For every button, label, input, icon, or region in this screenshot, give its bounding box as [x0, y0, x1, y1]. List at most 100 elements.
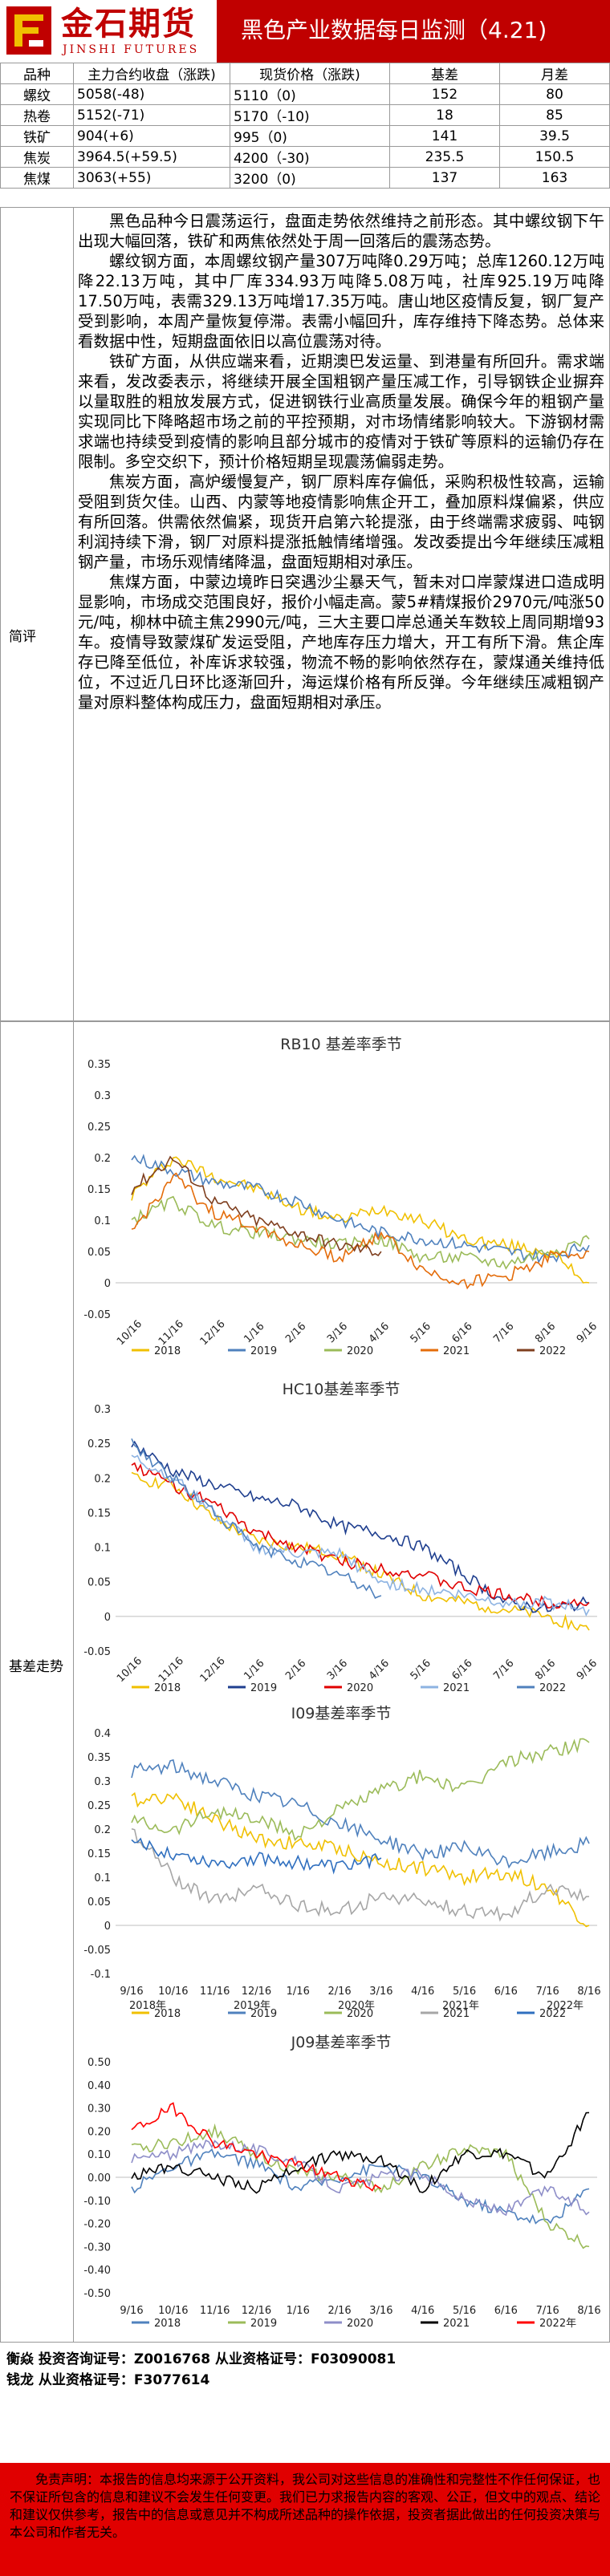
basis-value: 137 — [389, 167, 500, 189]
series-line-2020 — [131, 2139, 590, 2217]
i09-chart-svg: I09基差率季节 0.4 0.35 0.3 0.25 0.2 0.15 0.1 0.05 0 -0.… — [83, 1705, 600, 2020]
commentary-label: 简评 — [1, 208, 74, 1021]
y-tick-label: 0.15 — [87, 1848, 111, 1860]
x-tick-label: 6/16 — [494, 1986, 518, 1998]
table-row: 螺纹 5058(-48) 5110（0) 152 80 — [0, 83, 610, 105]
y-tick-label: -0.05 — [83, 1646, 111, 1658]
y-tick-label: 0.35 — [87, 1059, 111, 1071]
price-table: 品种 主力合约收盘（涨跌) 现货价格（涨跌) 基差 月差 螺纹 5058(-48… — [0, 63, 610, 189]
x-tick-label: 8/16 — [533, 1657, 558, 1682]
y-tick-label: 0.35 — [87, 1752, 111, 1764]
y-tick-label: 0 — [104, 1612, 111, 1624]
futures-close: 904(+6) — [73, 125, 230, 147]
legend-label: 2022 — [539, 1345, 566, 1357]
spot-price: 3200（0) — [230, 167, 390, 189]
column-header: 品种 — [0, 63, 74, 84]
y-tick-label: 0.10 — [87, 2149, 111, 2161]
y-tick-label: 0.50 — [87, 2057, 111, 2069]
basis-section-label: 基差走势 — [1, 1021, 74, 2342]
i09-basis-chart: I09基差率季节 0.4 0.35 0.3 0.25 0.2 0.15 0.1 0.05 0 -0.… — [74, 1704, 608, 2025]
x-tick-label: 11/16 — [157, 1318, 186, 1348]
x-tick-label: 9/16 — [575, 1320, 600, 1345]
commentary-paragraph: 铁矿方面，从供应端来看，近期澳巴发运量、到港量有所回升。需求端来看，发改委表示，… — [78, 352, 604, 471]
chart-title: HC10基差率季节 — [283, 1381, 401, 1398]
x-tick-label: 4/16 — [411, 2305, 434, 2317]
x-tick-label: 6/16 — [449, 1320, 474, 1345]
series-line-2022 — [131, 1837, 382, 1875]
table-row: 热卷 5152(-71) 5170（-10) 18 85 — [0, 104, 610, 126]
series-line-2020 — [131, 1462, 590, 1609]
logo-chinese-text: 金石期货 — [61, 6, 196, 43]
spread-value: 85 — [499, 104, 610, 126]
commodity-name: 螺纹 — [0, 83, 74, 105]
commentary-paragraph: 黑色品种今日震荡运行，盘面走势依然维持之前形态。其中螺纹钢下午出现大幅回落，铁矿… — [78, 212, 604, 250]
hc10-basis-chart: HC10基差率季节 0.3 0.25 0.2 0.15 0.1 0.05 0 -0.05 10/1… — [74, 1370, 608, 1699]
x-tick-label: 12/16 — [242, 2305, 271, 2317]
y-tick-label: 0.25 — [87, 1800, 111, 1812]
disclaimer-box: 免责声明：本报告的信息均来源于公开资料，我公司对这些信息的准确性和完整性不作任何… — [0, 2463, 610, 2576]
x-tick-label: 12/16 — [198, 1655, 228, 1685]
legend-label: 2022年 — [539, 2318, 576, 2330]
commentary-text: 黑色品种今日震荡运行，盘面走势依然维持之前形态。其中螺纹钢下午出现大幅回落，铁矿… — [78, 211, 604, 712]
commentary-section: 简评 黑色品种今日震荡运行，盘面走势依然维持之前形态。其中螺纹钢下午出现大幅回落… — [0, 207, 610, 1022]
x-tick-label: 9/16 — [575, 1657, 600, 1682]
chart-title: J09基差率季节 — [291, 2034, 392, 2051]
y-tick-label: 0.25 — [87, 1122, 111, 1134]
analyst-line: 钱龙 从业资格证号：F3077614 — [6, 2372, 210, 2388]
series-line-2020 — [131, 1195, 590, 1270]
y-tick-label: 0.40 — [87, 2080, 111, 2092]
column-header: 现货价格（涨跌) — [230, 63, 390, 84]
series-line-2022 — [131, 2102, 382, 2192]
x-tick-label: 11/16 — [157, 1655, 186, 1685]
y-tick-label: 0.3 — [94, 1090, 111, 1102]
y-tick-label: 0.3 — [94, 1776, 111, 1788]
series-line-2020 — [131, 1738, 590, 1842]
y-tick-label: -0.1 — [91, 1969, 111, 1981]
x-tick-label: 5/16 — [453, 1986, 476, 1998]
y-tick-label: 0.2 — [94, 1824, 111, 1836]
x-tick-label: 12/16 — [198, 1318, 228, 1348]
x-tick-label: 12/16 — [242, 1986, 271, 1998]
series-line-2018 — [131, 1791, 590, 1928]
x-tick-label: 4/16 — [367, 1657, 392, 1682]
legend-label: 2021 — [443, 1682, 470, 1694]
y-tick-label: 0.2 — [94, 1473, 111, 1485]
y-tick-label: 0.05 — [87, 1897, 111, 1909]
legend-label: 2019 — [250, 2318, 277, 2330]
series-line-2021 — [131, 1172, 590, 1290]
spread-value: 150.5 — [499, 146, 610, 168]
x-tick-label: 3/16 — [369, 2305, 392, 2317]
x-tick-label: 9/16 — [120, 2305, 143, 2317]
legend-label: 2020 — [347, 1345, 373, 1357]
x-year-label: 2019年 — [234, 2000, 270, 2012]
x-tick-label: 7/16 — [536, 1986, 559, 1998]
logo-mark-icon — [6, 6, 51, 55]
spot-price: 5170（-10) — [230, 104, 390, 126]
y-tick-label: 0.1 — [94, 1215, 111, 1227]
basis-value: 141 — [389, 125, 500, 147]
series-line-2018 — [131, 1156, 590, 1284]
legend-label: 2019 — [250, 1682, 277, 1694]
table-header-row: 品种 主力合约收盘（涨跌) 现货价格（涨跌) 基差 月差 — [0, 63, 610, 84]
y-tick-label: -0.05 — [83, 1309, 111, 1321]
x-tick-label: 10/16 — [115, 1655, 144, 1685]
y-tick-label: 0.3 — [94, 1404, 111, 1416]
chart-title: I09基差率季节 — [291, 1705, 392, 1722]
x-tick-label: 2/16 — [327, 2305, 351, 2317]
spot-price: 5110（0) — [230, 83, 390, 105]
x-tick-label: 10/16 — [158, 1986, 188, 1998]
y-tick-label: -0.20 — [83, 2219, 111, 2231]
y-tick-label: 0.1 — [94, 1872, 111, 1884]
y-tick-label: 0.25 — [87, 1438, 111, 1450]
x-year-label: 2018年 — [129, 2000, 166, 2012]
x-tick-label: 5/16 — [409, 1320, 433, 1345]
x-tick-label: 6/16 — [449, 1657, 474, 1682]
series-line-2022 — [131, 1155, 382, 1257]
spot-price: 995（0) — [230, 125, 390, 147]
report-header: 金石期货 JINSHI FUTURES 黑色产业数据每日监测（4.21) — [0, 0, 610, 63]
spread-value: 163 — [499, 167, 610, 189]
x-tick-label: 9/16 — [120, 1986, 143, 1998]
series-line-2021 — [131, 1828, 590, 1922]
series-line-2019 — [131, 1154, 590, 1264]
column-header: 月差 — [499, 63, 610, 84]
